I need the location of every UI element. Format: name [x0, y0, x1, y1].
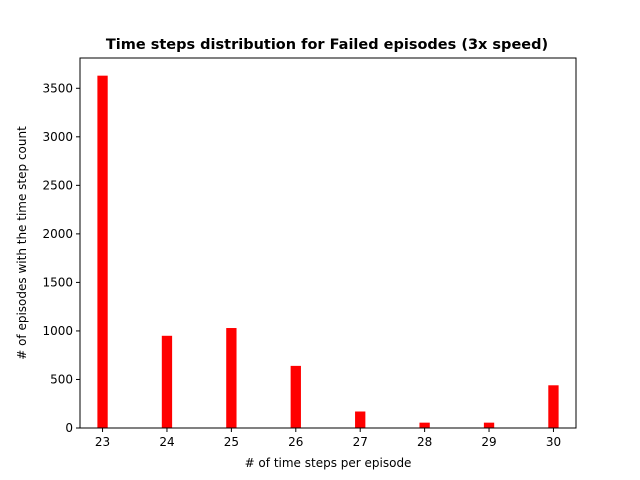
bar-27 — [355, 411, 366, 428]
plot-frame — [79, 57, 577, 429]
bar-25 — [226, 328, 237, 428]
bars-group — [97, 75, 559, 428]
chart-title: Time steps distribution for Failed episo… — [106, 37, 548, 53]
y-tick-label: 2000 — [42, 227, 73, 241]
x-tick-label: 29 — [481, 435, 496, 449]
bar-23 — [97, 75, 108, 428]
bar-30 — [548, 385, 559, 428]
x-tick-label: 26 — [288, 435, 303, 449]
x-axis-label: # of time steps per episode — [245, 456, 412, 470]
y-tick-label: 3500 — [42, 81, 73, 95]
x-tick-label: 30 — [546, 435, 561, 449]
y-tick-label: 3000 — [42, 130, 73, 144]
x-tick-label: 25 — [224, 435, 239, 449]
x-tick-label: 23 — [95, 435, 110, 449]
bar-28 — [419, 422, 430, 428]
y-tick-label: 2500 — [42, 178, 73, 192]
bar-24 — [161, 335, 173, 428]
x-tick-label: 24 — [159, 435, 174, 449]
y-axis: 0 500 1000 1500 2000 2500 3000 3500 — [42, 81, 80, 435]
x-axis: 23 24 25 26 27 28 29 30 — [95, 428, 561, 449]
x-tick-label: 27 — [353, 435, 368, 449]
x-tick-label: 28 — [417, 435, 432, 449]
y-tick-label: 1000 — [42, 324, 73, 338]
bar-26 — [290, 365, 301, 428]
bar-29 — [483, 422, 495, 428]
y-tick-label: 0 — [65, 421, 73, 435]
y-tick-label: 500 — [50, 372, 73, 386]
y-tick-label: 1500 — [42, 275, 73, 289]
y-axis-label: # of episodes with the time step count — [15, 126, 29, 360]
